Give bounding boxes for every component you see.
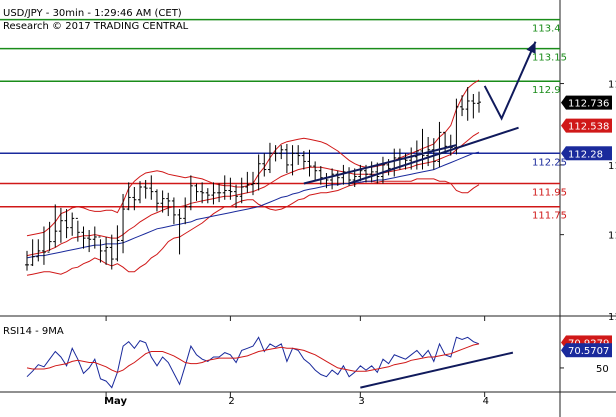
forecast-arrow-head xyxy=(526,41,536,54)
rsi-tag-pointer xyxy=(561,343,566,358)
price-tag-box xyxy=(566,146,612,161)
price-tag-pointer xyxy=(561,95,566,110)
level-label: 112.9 xyxy=(532,85,561,96)
forecast-arrow-line xyxy=(483,41,537,121)
support-trendline xyxy=(303,144,457,185)
moving-average-line xyxy=(26,151,480,259)
price-tag-label: 112.538 xyxy=(568,122,609,133)
price-tick-label: 110.9 xyxy=(608,312,616,323)
level-label: 113.15 xyxy=(532,53,567,64)
price-tick-label: 112.2 xyxy=(608,161,616,172)
chart-copyright: Research © 2017 TRADING CENTRAL xyxy=(3,21,189,32)
time-tick-label: 2 xyxy=(228,396,234,407)
price-tick-label: 112.9 xyxy=(608,80,616,91)
rsi-panel-title: RSI14 - 9MA xyxy=(3,326,64,337)
rsi-line xyxy=(26,336,480,389)
rsi-ma-line xyxy=(26,343,480,373)
rsi-tag-label: 70.5707 xyxy=(568,346,609,357)
price-tag-box xyxy=(566,118,612,133)
support-trendline xyxy=(348,126,519,185)
time-tick-label: 3 xyxy=(358,396,364,407)
price-tag-pointer xyxy=(561,118,566,133)
rsi-tag-box xyxy=(566,343,612,358)
level-label: 111.95 xyxy=(532,188,567,199)
price-tag-pointer xyxy=(561,146,566,161)
time-tick-label: 4 xyxy=(483,396,489,407)
chart-title: USD/JPY - 30min - 1:29:46 AM (CET) xyxy=(3,8,182,19)
level-label: 111.75 xyxy=(532,211,567,222)
rsi-trendline xyxy=(360,351,514,389)
price-tag-box xyxy=(566,95,612,110)
price-tag-label: 112.736 xyxy=(568,99,609,110)
price-tag-label: 112.28 xyxy=(568,149,603,160)
price-tick-label: 111.6 xyxy=(608,231,616,242)
time-tick-label: May xyxy=(104,396,127,407)
level-label: 113.4 xyxy=(532,24,561,35)
bollinger-lower-line xyxy=(26,178,480,276)
level-label: 112.25 xyxy=(532,157,567,168)
rsi-tick-label: 50 xyxy=(596,364,609,375)
